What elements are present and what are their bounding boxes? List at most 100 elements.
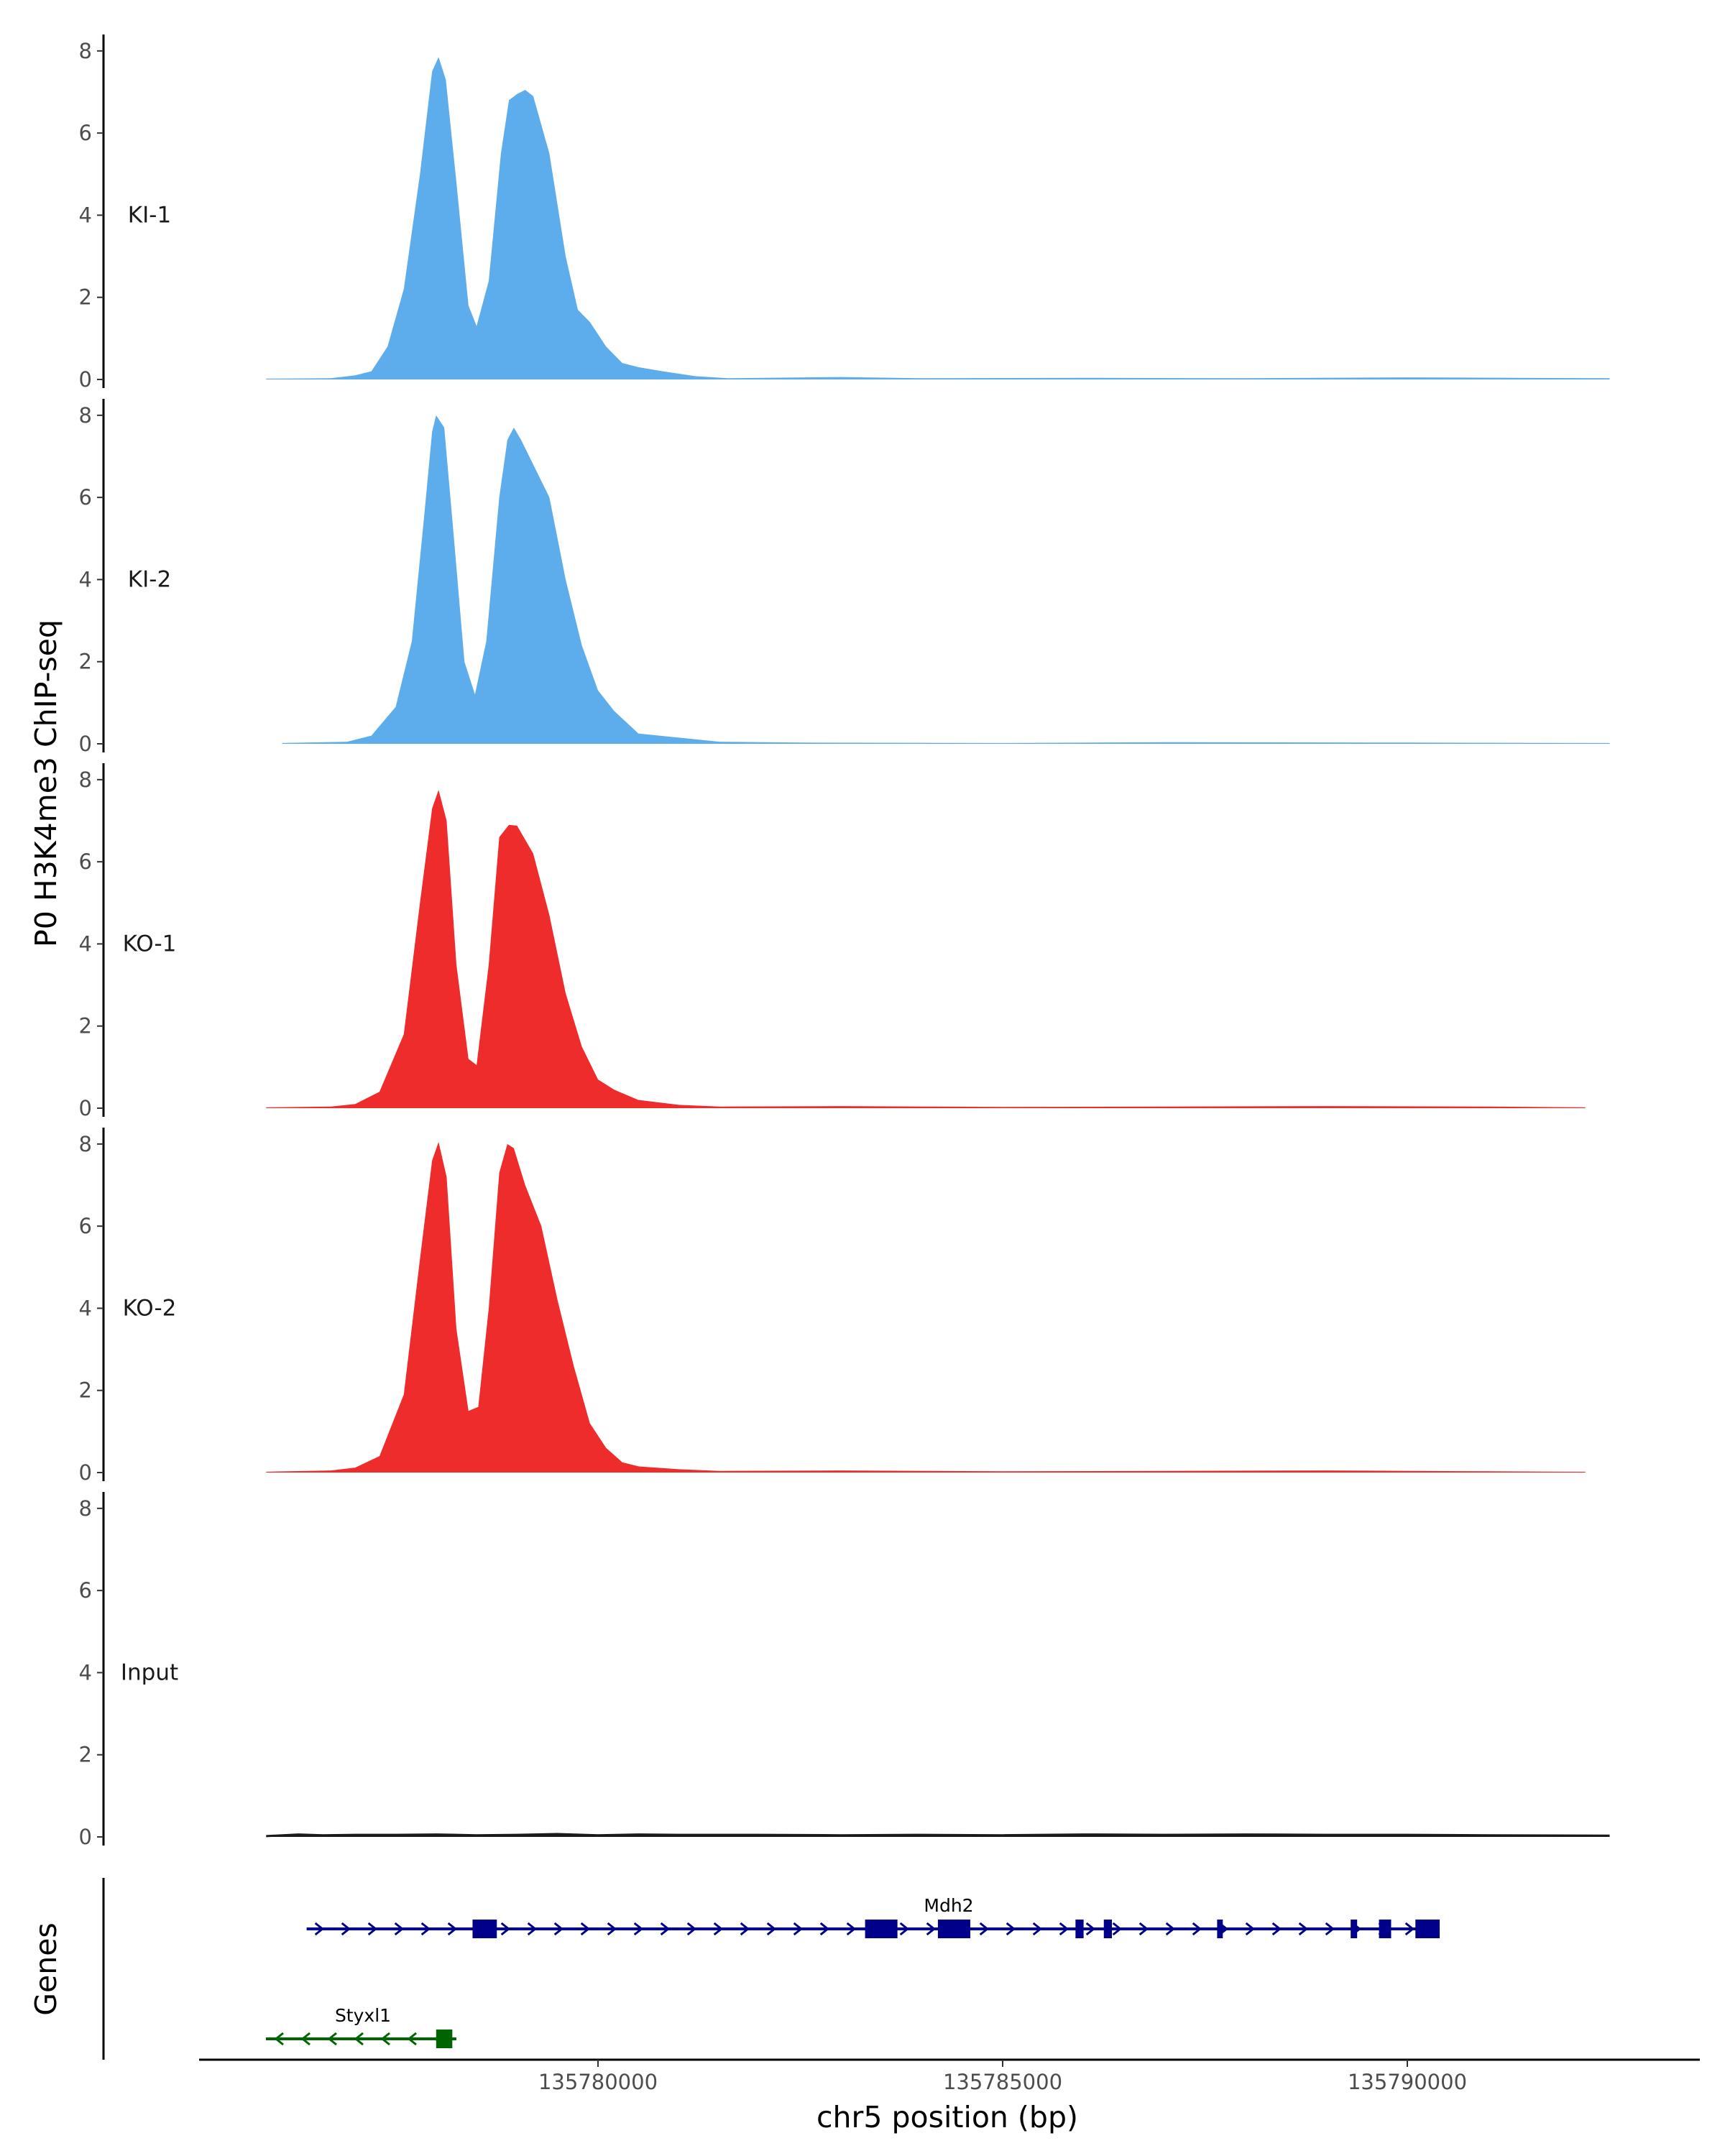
strand-arrow: [607, 1922, 617, 1936]
gene-styxl1: Styxl1: [266, 2005, 456, 2048]
strand-arrow: [979, 1922, 990, 1936]
genes-track-label: Genes: [29, 1922, 63, 2016]
track-panel-ki-2: 0 2 4 6 8 KI-2: [79, 399, 1610, 756]
track-panel-ko-2: 0 2 4 6 8 KO-2: [79, 1128, 1586, 1485]
track-panel-ki-1: 0 2 4 6 8 KI-1: [79, 34, 1610, 392]
exon-block: [436, 2030, 453, 2048]
exon-block: [1103, 1920, 1113, 1938]
y-tick-label: 2: [79, 285, 92, 310]
track-label-ki-2: KI-2: [128, 566, 171, 592]
x-tick-label: 135790000: [1348, 2070, 1467, 2094]
coverage-area-ki-1: [266, 57, 1610, 380]
strand-arrow: [380, 2032, 390, 2046]
y-tick-label: 8: [79, 403, 92, 428]
strand-arrow: [1298, 1922, 1309, 1936]
track-label-ki-1: KI-1: [128, 202, 171, 228]
y-tick-label: 0: [79, 1460, 92, 1485]
strand-arrow: [394, 1922, 405, 1936]
strand-arrow: [713, 1922, 724, 1936]
strand-arrow: [740, 1922, 750, 1936]
strand-arrow: [926, 1922, 937, 1936]
strand-arrow: [580, 1922, 591, 1936]
y-tick-label: 8: [79, 768, 92, 792]
exon-block: [472, 1920, 497, 1938]
strand-arrow: [633, 1922, 644, 1936]
y-tick-label: 6: [79, 121, 92, 145]
strand-arrow: [660, 1922, 671, 1936]
strand-arrow: [354, 2032, 364, 2046]
exon-block: [1075, 1920, 1084, 1938]
x-tick-label: 135780000: [538, 2070, 658, 2094]
y-tick-label: 2: [79, 1378, 92, 1403]
x-axis: 135780000 135785000 135790000: [199, 2058, 1700, 2094]
coverage-area-ko-2: [266, 1142, 1586, 1473]
gene-label-styxl1: Styxl1: [335, 2005, 391, 2026]
strand-arrow: [327, 2032, 337, 2046]
strand-arrow: [1404, 1922, 1415, 1936]
strand-arrow: [447, 1922, 458, 1936]
y-tick-label: 0: [79, 367, 92, 392]
strand-arrow: [766, 1922, 777, 1936]
y-tick-label: 8: [79, 1132, 92, 1156]
y-tick-label: 6: [79, 849, 92, 874]
coverage-area-ki-2: [282, 415, 1610, 744]
y-tick-label: 8: [79, 39, 92, 63]
exon-block: [1217, 1920, 1223, 1938]
y-tick-label: 2: [79, 1743, 92, 1767]
strand-arrow: [367, 1922, 378, 1936]
y-tick-label: 0: [79, 1096, 92, 1120]
gene-label-mdh2: Mdh2: [924, 1895, 973, 1916]
exon-block: [1379, 1920, 1392, 1938]
strand-arrow: [420, 1922, 431, 1936]
strand-arrow: [407, 2032, 417, 2046]
strand-arrow: [1325, 1922, 1335, 1936]
strand-arrow: [1006, 1922, 1016, 1936]
strand-arrow: [1192, 1922, 1202, 1936]
strand-arrow: [846, 1922, 857, 1936]
y-tick-label: 6: [79, 1578, 92, 1603]
y-tick-label: 0: [79, 1825, 92, 1849]
y-tick-label: 4: [79, 931, 92, 956]
track-panel-input: 0 2 4 6 8 Input: [79, 1492, 1610, 1849]
strand-arrow: [686, 1922, 697, 1936]
strand-arrow: [1059, 1922, 1070, 1936]
exon-block: [1351, 1920, 1358, 1938]
track-panel-ko-1: 0 2 4 6 8 KO-1: [79, 763, 1586, 1120]
strand-arrow: [899, 1922, 910, 1936]
genes-track: Genes Mdh2 Styxl1: [29, 1878, 1440, 2060]
coverage-line-input: [266, 1833, 1610, 1838]
y-tick-label: 4: [79, 567, 92, 591]
y-axis-title: P0 H3K4me3 ChIP-seq: [29, 619, 63, 947]
x-axis-title: chr5 position (bp): [816, 2100, 1078, 2134]
x-tick-label: 135785000: [943, 2070, 1062, 2094]
strand-arrow: [1271, 1922, 1282, 1936]
y-tick-label: 2: [79, 650, 92, 674]
y-tick-label: 6: [79, 1214, 92, 1238]
exon-block: [1415, 1920, 1440, 1938]
y-tick-label: 4: [79, 1660, 92, 1685]
coverage-tracks: 0 2 4 6 8 KI-1 0 2 4 6 8 KI-2 0 2 4 6 8 KO-1 0 2 4 6 8 KO-2 0 2 4 6…: [79, 34, 1610, 1849]
strand-arrow: [1138, 1922, 1149, 1936]
y-tick-label: 0: [79, 732, 92, 756]
strand-arrow: [819, 1922, 830, 1936]
strand-arrow: [1032, 1922, 1043, 1936]
y-tick-label: 8: [79, 1496, 92, 1521]
coverage-area-ko-1: [266, 790, 1586, 1108]
strand-arrow: [1085, 1922, 1096, 1936]
y-tick-label: 2: [79, 1014, 92, 1038]
strand-arrow: [793, 1922, 804, 1936]
strand-arrow: [274, 2032, 284, 2046]
strand-arrow: [500, 1922, 511, 1936]
strand-arrow: [1112, 1922, 1123, 1936]
strand-arrow: [314, 1922, 325, 1936]
y-tick-label: 4: [79, 1296, 92, 1320]
strand-arrow: [553, 1922, 564, 1936]
strand-arrow: [1245, 1922, 1256, 1936]
strand-arrow: [527, 1922, 538, 1936]
y-tick-label: 4: [79, 203, 92, 227]
y-tick-label: 6: [79, 485, 92, 510]
track-label-input: Input: [121, 1659, 178, 1685]
track-label-ko-1: KO-1: [123, 931, 177, 957]
strand-arrow: [1165, 1922, 1176, 1936]
